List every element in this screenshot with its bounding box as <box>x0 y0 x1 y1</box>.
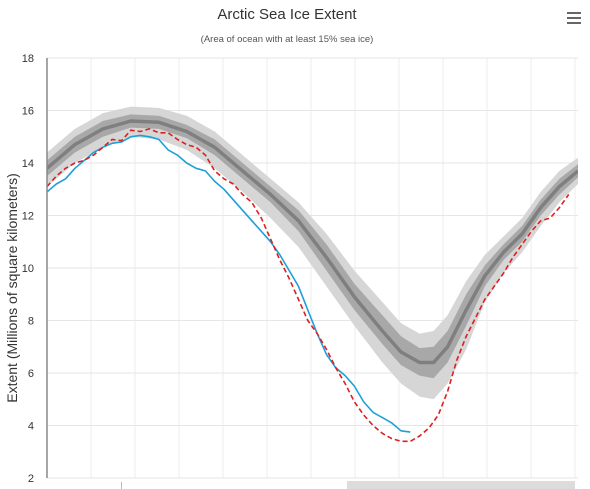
menu-bar <box>567 22 581 24</box>
median-line <box>47 119 578 365</box>
y-tick-label: 4 <box>28 421 34 433</box>
interdecile-range-band <box>47 106 578 400</box>
chart-subtitle: (Area of ocean with at least 15% sea ice… <box>200 34 374 45</box>
menu-bar <box>567 17 581 19</box>
range-navigator-handle[interactable] <box>347 481 575 489</box>
series-group <box>47 106 578 443</box>
menu-bar <box>567 12 581 14</box>
y-tick-label: 8 <box>28 316 34 328</box>
interquartile-range-band <box>47 114 578 379</box>
chart-title: Arctic Sea Ice Extent <box>217 6 357 23</box>
y-tick-label: 6 <box>28 368 34 380</box>
navigator-tick <box>121 482 122 489</box>
y-tick-label: 18 <box>22 53 34 65</box>
hamburger-menu-icon[interactable] <box>567 12 581 24</box>
y-tick-label: 2 <box>28 473 34 485</box>
current-year-line <box>47 134 411 433</box>
record-year-line <box>47 128 570 443</box>
y-tick-label: 10 <box>22 263 34 275</box>
y-tick-label: 14 <box>22 158 34 170</box>
y-tick-label: 16 <box>22 106 34 118</box>
y-tick-label: 12 <box>22 211 34 223</box>
